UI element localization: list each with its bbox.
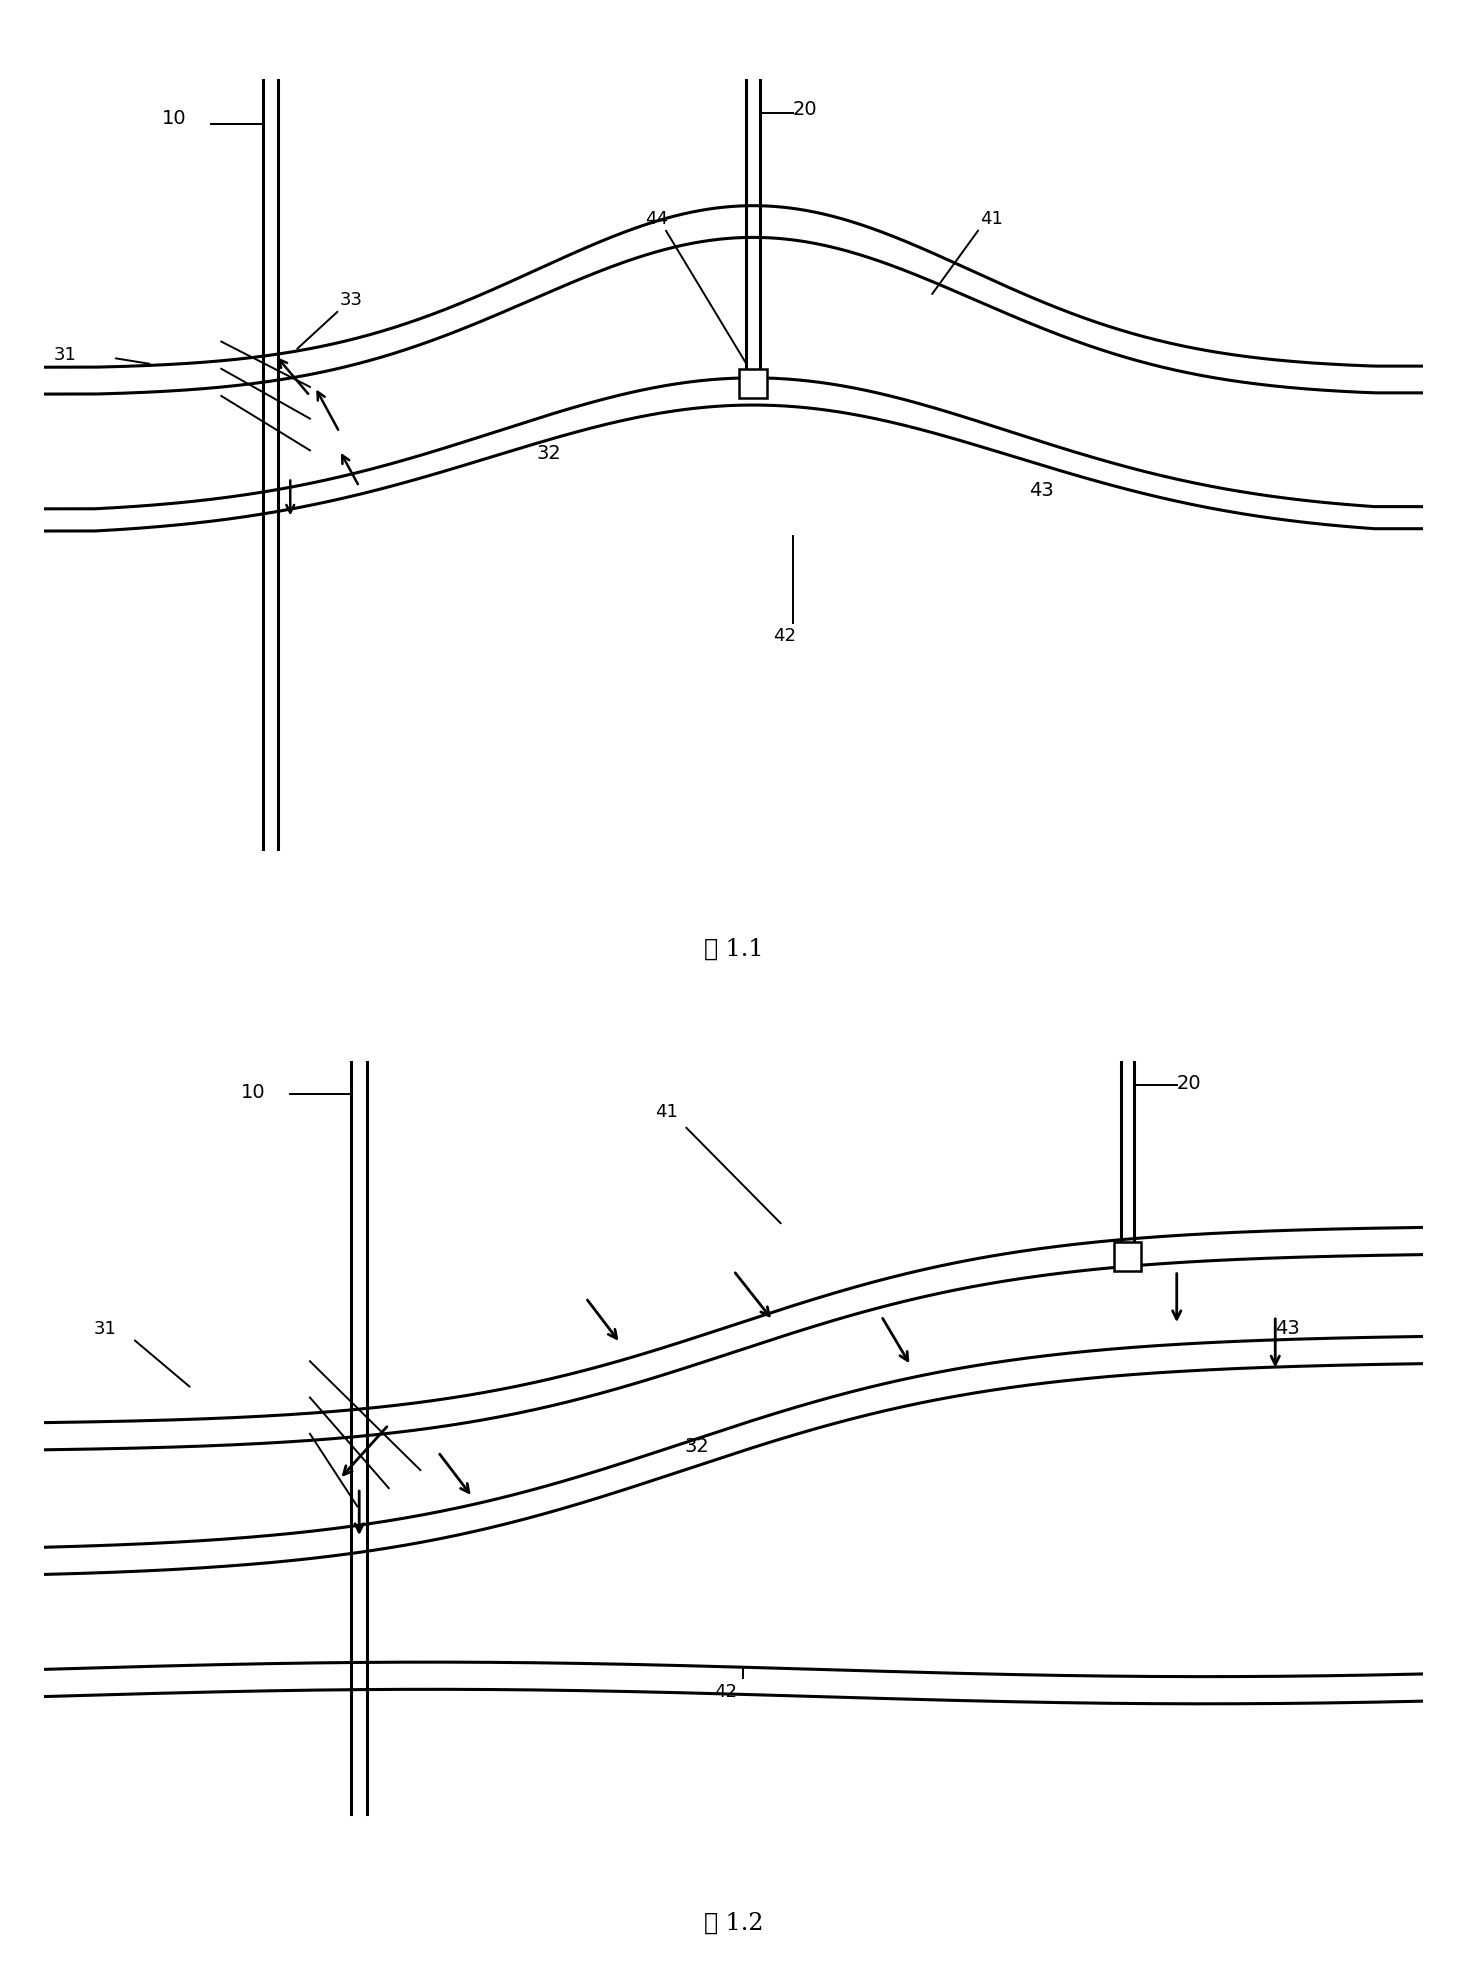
Text: 43: 43 [1275,1320,1300,1338]
Text: 20: 20 [792,100,817,118]
Text: 42: 42 [773,626,797,644]
Text: 31: 31 [54,345,76,364]
Text: 图 1.1: 图 1.1 [704,938,763,959]
Bar [1113,1241,1141,1271]
Text: 42: 42 [714,1682,736,1700]
Text: 44: 44 [645,209,667,229]
Text: 41: 41 [654,1103,678,1121]
Text: 43: 43 [1028,481,1053,500]
Text: 31: 31 [94,1320,116,1338]
Text: 41: 41 [980,209,1002,229]
Text: 20: 20 [1177,1074,1201,1093]
Bar [739,368,767,398]
Text: 32: 32 [537,445,562,463]
Text: 32: 32 [684,1436,709,1456]
Text: 33: 33 [339,292,362,309]
Text: 10: 10 [241,1084,266,1103]
Text: 10: 10 [163,108,186,128]
Text: 图 1.2: 图 1.2 [704,1911,763,1935]
